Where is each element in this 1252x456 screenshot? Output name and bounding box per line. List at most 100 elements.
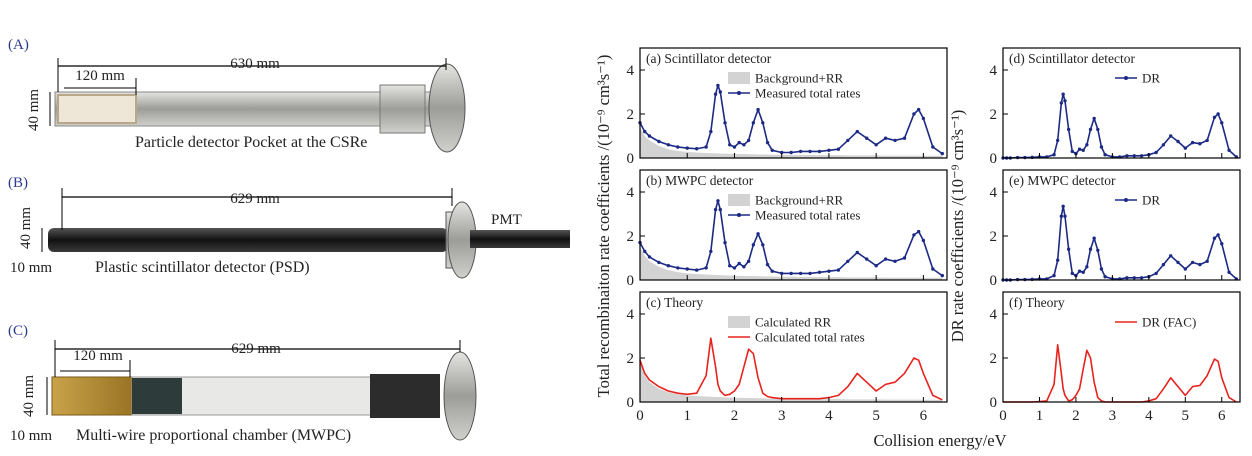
marker <box>1227 270 1231 274</box>
marker <box>756 232 760 236</box>
marker <box>742 265 746 269</box>
plot: 0 2 4 (e) MWPC detector DR <box>990 169 1241 289</box>
marker <box>1132 154 1136 158</box>
marker <box>666 264 671 268</box>
marker <box>893 138 897 143</box>
legend-swatch <box>737 213 741 217</box>
marker <box>808 271 812 276</box>
marker <box>737 140 741 145</box>
marker <box>1227 148 1231 152</box>
marker <box>694 268 699 272</box>
dimension: 10 mm <box>10 260 52 276</box>
marker <box>1139 154 1144 158</box>
marker <box>1063 214 1067 218</box>
y-tick-label: 4 <box>990 185 998 201</box>
marker <box>1183 146 1188 150</box>
marker <box>921 238 926 243</box>
marker <box>666 143 671 147</box>
marker <box>770 148 774 152</box>
marker <box>1088 127 1093 132</box>
marker <box>716 199 720 203</box>
marker <box>1205 138 1209 143</box>
marker <box>761 243 765 247</box>
marker <box>931 267 935 271</box>
marker <box>1103 275 1107 279</box>
marker <box>1052 153 1056 157</box>
marker <box>916 229 921 234</box>
area <box>640 127 943 158</box>
marker <box>1205 259 1209 263</box>
marker <box>1220 242 1224 246</box>
marker <box>732 266 737 270</box>
marker <box>855 129 859 134</box>
legend-swatch <box>1124 198 1128 202</box>
area <box>640 247 943 280</box>
plot: 0 2 4 0 1 2 3 4 5 6 (c) Theory Calculated RRCalcula… <box>627 291 948 424</box>
plot: 0 2 4 (b) MWPC detectorBackground+RRMeasure… <box>627 169 948 289</box>
x-tick-label: 0 <box>999 408 1007 424</box>
marker <box>751 243 756 247</box>
legend-label: Calculated total rates <box>755 330 865 345</box>
y-tick-label: 0 <box>627 273 635 289</box>
plot-frame <box>639 291 948 403</box>
marker <box>647 134 652 138</box>
marker <box>746 259 751 263</box>
plot-frame <box>639 47 948 159</box>
marker <box>1190 140 1195 145</box>
marker <box>694 147 699 151</box>
y-tick-label: 4 <box>627 185 635 201</box>
marker <box>718 90 722 94</box>
marker <box>931 145 935 149</box>
photo-label: (C) <box>8 323 28 339</box>
line <box>1003 344 1237 403</box>
marker <box>643 129 647 134</box>
marker <box>855 250 859 255</box>
marker <box>902 256 907 260</box>
dimension: 40 mm <box>18 207 34 249</box>
marker <box>657 139 661 144</box>
marker <box>1169 134 1173 138</box>
marker <box>732 145 737 149</box>
marker <box>1125 276 1129 280</box>
legend-swatch <box>728 194 750 206</box>
marker <box>1161 143 1166 147</box>
legend-swatch <box>1124 76 1128 80</box>
legend-label: DR <box>1142 71 1160 86</box>
marker <box>1176 260 1180 265</box>
marker <box>827 148 831 152</box>
marker <box>709 129 713 134</box>
marker <box>643 249 647 254</box>
marker <box>846 259 850 263</box>
marker <box>1154 150 1158 155</box>
marker <box>1096 248 1100 252</box>
photo-c <box>46 340 477 441</box>
marker <box>789 150 793 155</box>
marker <box>1212 115 1217 120</box>
caption: Multi-wire proportional chamber (MWPC) <box>76 427 351 444</box>
legend-label: DR <box>1142 193 1160 208</box>
marker <box>1154 271 1158 276</box>
y-tick-label: 2 <box>627 107 635 123</box>
y-tick-label: 0 <box>990 151 998 167</box>
panel-label: (e) MWPC detector <box>1009 173 1116 188</box>
marker <box>798 271 803 276</box>
legend-label: Calculated RR <box>755 315 832 330</box>
marker <box>647 255 652 259</box>
marker <box>1212 236 1217 240</box>
x-tick-label: 2 <box>1072 408 1080 424</box>
marker <box>1059 214 1064 218</box>
y-tick-label: 4 <box>990 307 998 323</box>
dimension: 120 mm <box>75 68 125 84</box>
marker <box>1070 271 1074 276</box>
panel-label: (b) MWPC detector <box>646 173 754 188</box>
dimension: 120 mm <box>73 348 123 364</box>
legend-swatch <box>728 316 750 328</box>
x-tick-label: 3 <box>1109 408 1117 424</box>
y-tick-label: 0 <box>627 395 635 411</box>
marker <box>709 249 713 254</box>
marker <box>1183 267 1188 271</box>
y-axis-title: Total recombinaiton rate coefficients /(… <box>594 55 613 398</box>
legend-label: Background+RR <box>755 71 844 86</box>
marker <box>765 262 770 267</box>
